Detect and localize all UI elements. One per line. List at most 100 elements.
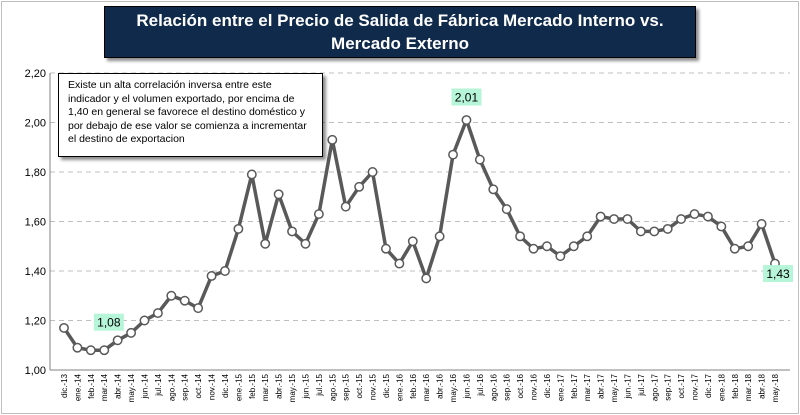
y-tick-label: 1,80 [25,167,46,179]
data-point [354,181,365,192]
data-point [381,243,391,254]
x-tick-label: mar.-14 [100,373,109,401]
x-tick-label: mar.-18 [744,373,753,401]
x-tick-label: sep.-15 [342,373,351,400]
annotation-box: Existe un alta correlación inversa entre… [58,73,323,157]
data-point [756,219,767,229]
x-tick-label: abr.-18 [758,373,767,398]
data-point [515,231,526,242]
data-point [635,226,646,237]
data-label: 1,08 [97,316,121,330]
x-tick-label: sep.-17 [664,373,673,400]
x-tick-label: abr.-14 [114,373,123,398]
data-point [582,231,593,242]
data-point [206,271,217,281]
data-point [689,209,700,220]
x-tick-label: oct.-17 [677,373,686,398]
x-tick-label: ene.-17 [556,373,565,401]
x-tick-label: mar.-17 [583,373,592,401]
data-point [273,189,284,200]
data-point [702,211,713,222]
grid-lines [49,72,790,371]
data-point [340,201,351,212]
x-tick-label: ago.-15 [328,373,337,401]
x-tick-label: may.-14 [127,373,136,402]
data-point [568,241,579,252]
x-tick-label: jun.-16 [462,373,471,399]
y-tick-label: 1,60 [25,217,46,229]
data-point [246,169,257,180]
data-point [434,231,445,242]
x-tick-label: nov.-15 [369,373,378,400]
x-tick-label: ago.-14 [167,373,176,401]
data-point [448,149,458,160]
x-tick-label: abr.-17 [597,373,606,398]
y-tick-label: 2,20 [25,68,46,80]
data-point [488,184,499,195]
data-point [152,308,163,319]
x-axis-ticks: dic.-13 ene.-14 feb.-14 mar.-14 abr.-14 may.-… [60,373,780,402]
data-label-bg [763,265,793,283]
data-point [59,322,69,333]
data-point [99,345,110,356]
data-point [716,221,727,232]
y-axis-ticks: 1,00 1,20 1,40 1,60 1,80 2,00 2,20 [25,68,46,377]
data-point [85,345,96,356]
x-tick-label: ene.-14 [73,373,82,401]
x-tick-label: mar.-15 [261,373,270,401]
x-tick-label: dic.-17 [704,373,713,398]
data-point [139,315,150,326]
x-tick-label: feb.-18 [731,373,740,398]
data-point [313,209,324,220]
data-point [729,243,740,254]
data-point [407,236,418,247]
x-tick-label: oct.-14 [194,373,203,398]
x-tick-label: jun.-17 [623,373,632,399]
y-tick-label: 1,40 [25,266,46,278]
x-tick-label: jul.-14 [154,373,163,396]
x-tick-label: may.-17 [610,373,619,402]
data-point [260,238,271,249]
x-tick-label: sep.-16 [503,373,512,400]
data-point [367,167,378,177]
data-point [179,295,190,306]
data-point [461,115,472,125]
data-point [501,204,512,215]
x-tick-label: ago.-16 [489,373,498,401]
data-point [743,241,754,252]
x-tick-label: jun.-14 [140,373,149,399]
x-tick-label: may.-16 [449,373,458,402]
data-label-bg [451,88,482,106]
y-tick-label: 1,00 [25,365,46,377]
data-point [421,273,432,284]
data-point [649,226,660,237]
x-tick-label: feb.-15 [248,373,257,398]
x-tick-label: ene.-16 [395,373,404,401]
data-label: 1,43 [766,267,790,281]
data-point [474,154,485,165]
data-point [166,290,177,301]
data-point [327,134,338,145]
x-tick-label: ene.-18 [717,373,726,401]
data-point [72,342,83,353]
x-tick-label: nov.-17 [691,373,700,400]
x-tick-label: dic.-15 [382,373,391,398]
data-point [394,258,405,269]
data-point [287,226,298,237]
x-tick-label: feb.-17 [570,373,579,398]
data-point [220,266,230,276]
data-label: 2,01 [455,91,479,105]
x-tick-label: abr.-16 [436,373,445,398]
x-tick-label: ago.-17 [650,373,659,401]
data-point [112,335,123,346]
x-tick-label: sep.-14 [181,373,190,400]
x-tick-label: feb.-14 [87,373,96,398]
x-tick-label: mar.-16 [422,373,431,401]
y-tick-label: 1,20 [25,316,46,328]
x-tick-label: dic.-13 [60,373,69,398]
data-point [300,238,311,249]
x-tick-label: ene.-15 [234,373,243,401]
series-markers [59,115,780,356]
